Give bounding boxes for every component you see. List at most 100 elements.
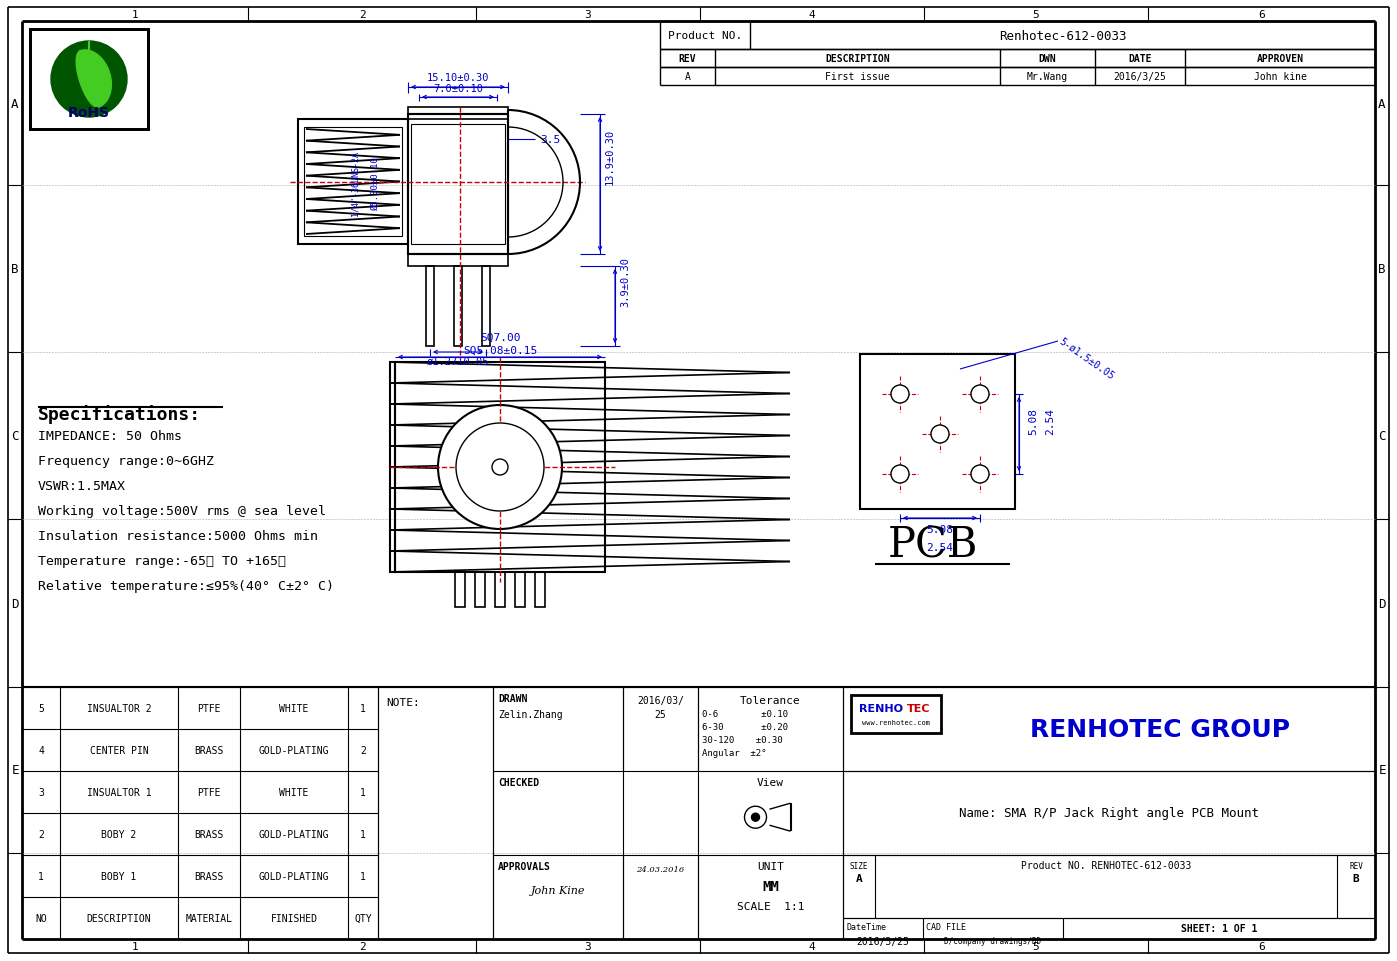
Text: APPROVALS: APPROVALS xyxy=(497,861,550,871)
Text: 2016/3/25: 2016/3/25 xyxy=(856,936,909,946)
Text: 5.08: 5.08 xyxy=(1028,407,1038,434)
Text: 4: 4 xyxy=(38,745,43,755)
Bar xyxy=(411,125,504,245)
Text: GOLD-PLATING: GOLD-PLATING xyxy=(258,871,330,881)
Text: 5-ø1.5±0.05: 5-ø1.5±0.05 xyxy=(1058,335,1116,381)
Text: ø1.27±0.05: ø1.27±0.05 xyxy=(426,357,489,366)
Text: MATERIAL: MATERIAL xyxy=(186,913,232,923)
Text: 2016/03/: 2016/03/ xyxy=(637,695,685,705)
Text: 2: 2 xyxy=(38,829,43,839)
Text: 2: 2 xyxy=(359,10,366,20)
Text: 5.08: 5.08 xyxy=(926,525,954,534)
Text: DESCRIPTION: DESCRIPTION xyxy=(826,54,890,64)
Text: CAD FILE: CAD FILE xyxy=(926,922,965,931)
Circle shape xyxy=(455,424,543,511)
Text: DRAWN: DRAWN xyxy=(497,693,528,703)
Text: BRASS: BRASS xyxy=(194,745,224,755)
Text: 2016/3/25: 2016/3/25 xyxy=(1113,72,1166,82)
Text: DESCRIPTION: DESCRIPTION xyxy=(87,913,151,923)
Text: RENHOTEC GROUP: RENHOTEC GROUP xyxy=(1030,717,1289,741)
Text: Name: SMA R/P Jack Right angle PCB Mount: Name: SMA R/P Jack Right angle PCB Mount xyxy=(958,806,1259,820)
Text: 5: 5 xyxy=(1032,941,1039,951)
Text: 3.5: 3.5 xyxy=(541,135,560,145)
Text: 4: 4 xyxy=(809,10,816,20)
Text: PTFE: PTFE xyxy=(197,703,221,713)
Text: Angular  ±2°: Angular ±2° xyxy=(703,749,767,757)
Circle shape xyxy=(971,465,989,483)
Text: 6: 6 xyxy=(1259,941,1264,951)
Text: 3.9±0.30: 3.9±0.30 xyxy=(620,257,630,307)
Bar xyxy=(395,362,605,573)
Text: 1: 1 xyxy=(131,941,138,951)
Text: Frequency range:0~6GHZ: Frequency range:0~6GHZ xyxy=(38,455,214,467)
Text: NOTE:: NOTE: xyxy=(386,698,419,707)
Text: C: C xyxy=(11,430,18,442)
Text: INSUALTOR 2: INSUALTOR 2 xyxy=(87,703,151,713)
Text: 2: 2 xyxy=(359,941,366,951)
Text: CHECKED: CHECKED xyxy=(497,777,539,787)
Text: Tolerance: Tolerance xyxy=(740,695,800,705)
Text: Insulation resistance:5000 Ohms min: Insulation resistance:5000 Ohms min xyxy=(38,530,319,542)
Bar xyxy=(482,267,490,347)
Bar xyxy=(305,128,402,236)
Text: 1: 1 xyxy=(38,871,43,881)
Text: Mr.Wang: Mr.Wang xyxy=(1027,72,1069,82)
Text: DateTime: DateTime xyxy=(847,922,886,931)
Circle shape xyxy=(752,813,760,822)
Circle shape xyxy=(52,42,127,118)
Text: B: B xyxy=(1352,874,1359,883)
Bar xyxy=(390,362,395,573)
Text: 1: 1 xyxy=(360,787,366,798)
Text: 3: 3 xyxy=(584,10,591,20)
Text: Working voltage:500V rms @ sea level: Working voltage:500V rms @ sea level xyxy=(38,505,326,517)
Text: E: E xyxy=(11,764,18,776)
Text: 4: 4 xyxy=(809,941,816,951)
Text: Specifications:: Specifications: xyxy=(38,405,201,424)
Text: First issue: First issue xyxy=(826,72,890,82)
Text: 1: 1 xyxy=(360,871,366,881)
Text: REV: REV xyxy=(679,54,696,64)
Text: 5: 5 xyxy=(1032,10,1039,20)
Bar xyxy=(408,108,509,120)
Polygon shape xyxy=(77,51,112,108)
Text: Temperature range:-65℃ TO +165℃: Temperature range:-65℃ TO +165℃ xyxy=(38,554,286,567)
Text: Product NO.: Product NO. xyxy=(668,31,742,41)
Text: SHEET: 1 OF 1: SHEET: 1 OF 1 xyxy=(1180,924,1257,933)
Text: 2.54: 2.54 xyxy=(926,542,954,553)
Text: SIZE: SIZE xyxy=(849,861,869,870)
Text: Renhotec-612-0033: Renhotec-612-0033 xyxy=(999,30,1126,42)
Text: A: A xyxy=(11,97,18,111)
Text: FINISHED: FINISHED xyxy=(271,913,317,923)
Text: D: D xyxy=(11,597,18,610)
Text: SCALE  1:1: SCALE 1:1 xyxy=(736,901,805,911)
Text: 2.54: 2.54 xyxy=(1045,407,1055,434)
Bar xyxy=(379,687,493,939)
Text: Ø5.30±0.10: Ø5.30±0.10 xyxy=(370,156,380,209)
Text: 2: 2 xyxy=(360,745,366,755)
Text: 30-120    ±0.30: 30-120 ±0.30 xyxy=(703,735,782,744)
Bar xyxy=(454,267,462,347)
Text: 3: 3 xyxy=(38,787,43,798)
Text: 6: 6 xyxy=(1259,10,1264,20)
Text: 15.10±0.30: 15.10±0.30 xyxy=(426,73,489,83)
Text: Zelin.Zhang: Zelin.Zhang xyxy=(497,709,563,719)
Text: 1/4"-36UNS-2A: 1/4"-36UNS-2A xyxy=(351,150,359,215)
Bar xyxy=(495,573,504,607)
Bar xyxy=(535,573,545,607)
Bar xyxy=(851,695,942,733)
Circle shape xyxy=(439,406,562,530)
Text: QTY: QTY xyxy=(355,913,372,923)
Text: TEC: TEC xyxy=(907,703,930,713)
Bar xyxy=(408,255,509,267)
Circle shape xyxy=(971,385,989,404)
Text: 6-30       ±0.20: 6-30 ±0.20 xyxy=(703,723,788,731)
Text: WHITE: WHITE xyxy=(279,703,309,713)
Text: 0-6        ±0.10: 0-6 ±0.10 xyxy=(703,709,788,718)
Bar xyxy=(408,115,509,255)
Text: APPROVEN: APPROVEN xyxy=(1256,54,1303,64)
Text: 13.9±0.30: 13.9±0.30 xyxy=(605,129,615,185)
Text: RENHO: RENHO xyxy=(859,703,902,713)
Circle shape xyxy=(492,459,509,476)
Bar xyxy=(29,30,148,130)
Text: John kine: John kine xyxy=(1253,72,1306,82)
